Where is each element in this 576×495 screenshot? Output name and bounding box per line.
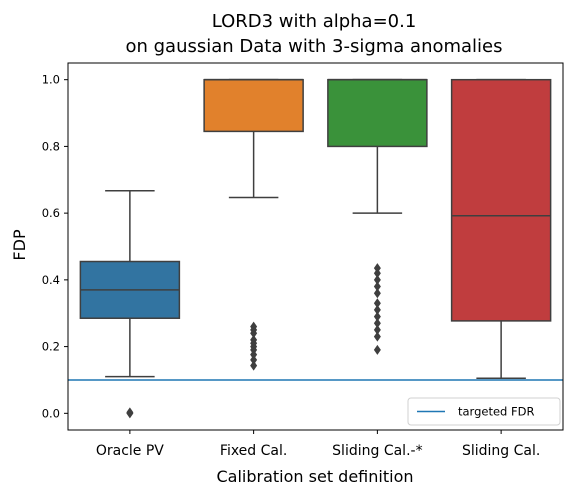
y-tick-label-5: 1.0 xyxy=(42,73,60,87)
chart-title-line-1: LORD3 with alpha=0.1 xyxy=(212,11,417,32)
y-tick-label-3: 0.6 xyxy=(42,206,60,220)
outlier-sliding-cal-6 xyxy=(374,298,381,308)
outlier-oracle-pv-1 xyxy=(126,407,133,417)
y-tick-label-1: 0.2 xyxy=(42,340,60,354)
x-tick-label-sliding-cal: Sliding Cal.-* xyxy=(332,443,422,459)
y-axis-label: FDP xyxy=(10,229,29,261)
x-tick-label-sliding-cal: Sliding Cal. xyxy=(462,443,540,459)
x-tick-label-fixed-cal: Fixed Cal. xyxy=(220,443,287,459)
box-sliding-cal xyxy=(452,80,551,321)
x-tick-label-oracle-pv: Oracle PV xyxy=(96,443,164,459)
outlier-sliding-cal-0 xyxy=(374,345,381,355)
y-tick-label-4: 0.8 xyxy=(42,139,60,153)
x-axis-label: Calibration set definition xyxy=(217,467,414,486)
y-tick-label-0: 0.0 xyxy=(42,406,60,420)
box-fixed-cal xyxy=(204,80,303,132)
outlier-sliding-cal-11 xyxy=(374,263,381,273)
chart-title-line-2: on gaussian Data with 3-sigma anomalies xyxy=(125,36,502,57)
y-tick-label-2: 0.4 xyxy=(42,273,60,287)
legend: targeted FDR xyxy=(408,398,560,425)
box-sliding-cal xyxy=(328,80,427,147)
legend-entry-targeted-fdr: targeted FDR xyxy=(458,405,534,419)
